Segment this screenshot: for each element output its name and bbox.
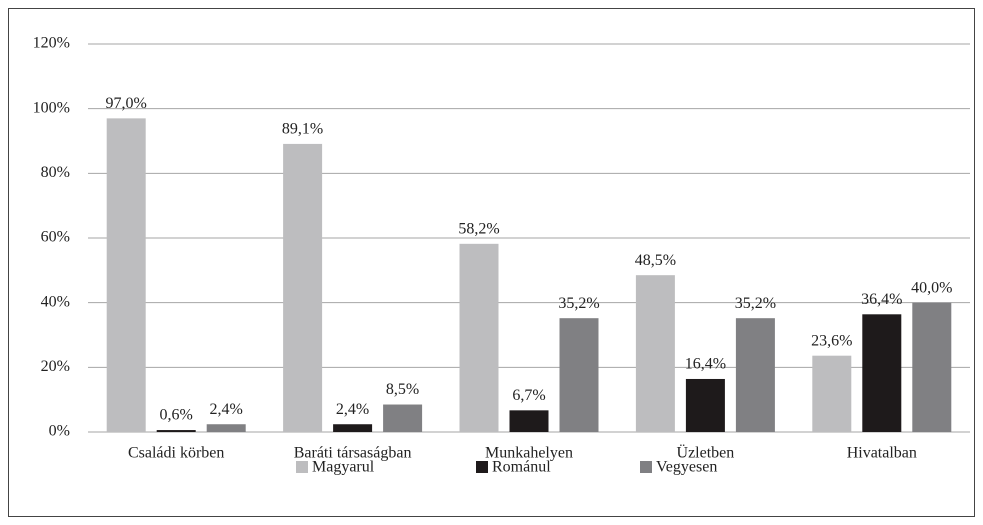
bar (685, 378, 725, 432)
legend-swatch (296, 461, 308, 473)
data-label: 6,7% (512, 387, 545, 404)
data-label: 35,2% (558, 295, 599, 312)
data-label: 48,5% (635, 252, 676, 269)
bar (559, 318, 599, 432)
data-label: 16,4% (685, 356, 726, 373)
bar (156, 430, 196, 432)
y-tick-label: 120% (33, 35, 70, 52)
bar (106, 118, 146, 432)
bar (333, 424, 373, 432)
bar (459, 243, 499, 432)
y-tick-label: 100% (33, 99, 70, 116)
y-tick-label: 80% (41, 164, 70, 181)
bar (635, 275, 675, 432)
data-label: 2,4% (210, 401, 243, 418)
data-label: 0,6% (160, 407, 193, 424)
data-label: 40,0% (911, 279, 952, 296)
legend-swatch (476, 461, 488, 473)
x-tick-label: Baráti társaságban (294, 445, 412, 462)
data-label: 97,0% (106, 95, 147, 112)
bar (283, 143, 323, 432)
bar (912, 302, 952, 432)
y-tick-label: 40% (41, 293, 70, 310)
bar (206, 424, 246, 432)
bar (735, 318, 775, 432)
chart-border (8, 8, 975, 517)
data-label: 89,1% (282, 121, 323, 138)
data-label: 35,2% (735, 295, 776, 312)
y-tick-label: 0% (49, 423, 70, 440)
x-tick-label: Családi körben (128, 445, 224, 462)
legend-swatch (640, 461, 652, 473)
bar (862, 314, 902, 432)
data-label: 23,6% (811, 332, 852, 349)
bar (383, 404, 423, 432)
x-tick-label: Üzletben (677, 444, 735, 462)
data-label: 8,5% (386, 381, 419, 398)
y-tick-label: 60% (41, 229, 70, 246)
bar (509, 410, 549, 432)
bar (812, 355, 852, 432)
data-label: 36,4% (861, 291, 902, 308)
x-tick-label: Hivatalban (847, 445, 917, 462)
legend-label: Magyarul (312, 459, 375, 476)
data-label: 58,2% (458, 220, 499, 237)
y-tick-label: 20% (41, 358, 70, 375)
x-tick-label: Munkahelyen (485, 445, 573, 462)
data-label: 2,4% (336, 401, 369, 418)
legend-label: Vegyesen (656, 459, 717, 476)
legend-label: Románul (492, 459, 551, 476)
